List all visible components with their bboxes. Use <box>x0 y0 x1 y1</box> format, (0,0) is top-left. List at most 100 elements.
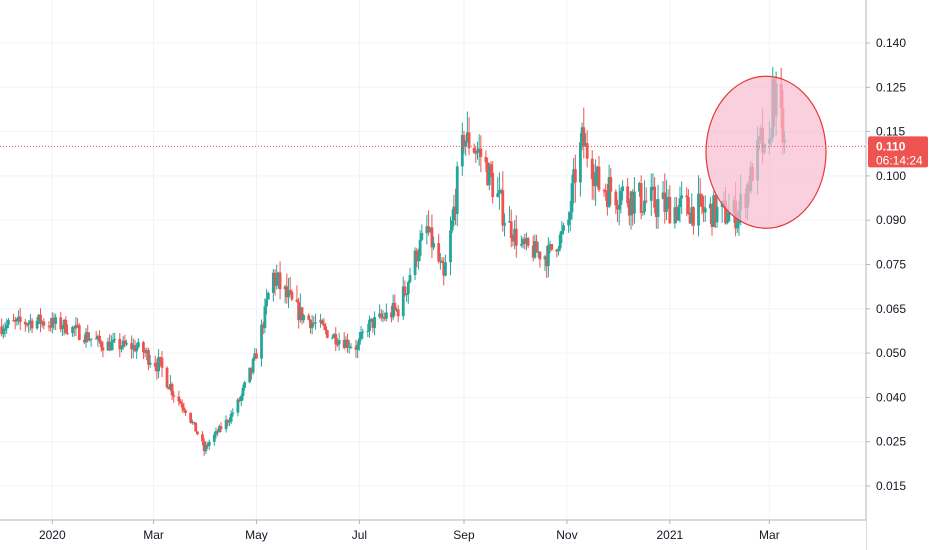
candle-body <box>123 340 127 345</box>
price-axis: 0.140 0.125 0.115 0.100 0.090 0.075 0.065 0.050… <box>865 0 932 550</box>
candle-body <box>177 396 181 402</box>
candle-body <box>18 316 22 322</box>
candle-body <box>651 186 655 188</box>
candle-body <box>590 158 594 180</box>
candle-body <box>61 328 64 330</box>
candle-body <box>342 339 346 348</box>
candle-body <box>390 312 393 318</box>
candle-body <box>427 226 430 232</box>
candle-body <box>111 339 115 343</box>
candle-body <box>194 422 198 432</box>
candle-body <box>641 211 645 213</box>
candle-body <box>703 208 707 213</box>
candle-body <box>519 244 523 246</box>
candle-body <box>464 141 468 147</box>
candle-body <box>66 332 69 334</box>
candle-body <box>408 275 412 282</box>
candle-body <box>602 190 606 192</box>
candle-body <box>196 431 199 435</box>
candle-body <box>314 322 317 324</box>
candle-body <box>585 143 589 159</box>
candle-body <box>298 307 302 321</box>
candle-body <box>136 342 140 348</box>
candle-body <box>1 330 5 335</box>
candle-body <box>182 407 186 411</box>
candle-body <box>369 318 373 320</box>
candle-body <box>653 186 657 208</box>
candle-body <box>130 343 134 350</box>
candle-body <box>727 212 731 222</box>
candle-body <box>25 324 29 326</box>
candle-body <box>725 221 729 224</box>
candle-body <box>217 426 221 433</box>
candle-body <box>555 249 559 252</box>
candle-body <box>476 150 479 153</box>
candle-body <box>479 148 483 157</box>
candle-body <box>643 200 646 212</box>
candle-body <box>465 132 469 142</box>
candle-body <box>680 195 684 199</box>
candle-body <box>344 339 348 348</box>
candle-body <box>201 434 204 442</box>
candle-body <box>248 367 252 383</box>
candle-body <box>5 324 9 329</box>
price-tick-label: 0.015 <box>876 479 906 493</box>
candle-body <box>686 197 690 215</box>
candle-body <box>189 412 193 423</box>
candle-body <box>688 214 692 224</box>
candle-body <box>545 256 549 267</box>
candle-body <box>324 326 328 331</box>
candle-body <box>715 206 719 223</box>
candle-body <box>533 241 537 258</box>
candle-body <box>678 198 682 208</box>
candle-body <box>401 286 405 317</box>
candle-body <box>74 324 78 329</box>
candle-body <box>437 243 441 262</box>
candle-body <box>418 239 422 256</box>
candle-body <box>697 193 700 226</box>
candle-body <box>621 186 624 192</box>
candle-body <box>180 403 184 408</box>
candle-body <box>39 314 42 325</box>
candle-body <box>297 301 301 321</box>
candle-body <box>644 200 648 202</box>
price-tick-label: 0.040 <box>876 390 906 404</box>
candle-body <box>192 421 196 423</box>
candle-body <box>359 332 363 339</box>
candle-body <box>449 230 452 263</box>
candle-body <box>444 262 447 276</box>
candle-body <box>231 412 235 414</box>
candle-body <box>663 192 667 212</box>
candle-body <box>649 187 653 201</box>
candle-body <box>145 350 149 353</box>
candle-body <box>415 250 419 262</box>
candle-body <box>499 190 503 192</box>
candle-body <box>278 272 282 290</box>
candle-body <box>158 356 162 358</box>
candle-body <box>525 238 528 244</box>
candle-body <box>685 195 689 198</box>
candle-body <box>153 362 157 367</box>
candle-body <box>165 367 169 388</box>
candle-body <box>579 142 582 183</box>
candle-body <box>346 339 349 348</box>
candle-body <box>371 318 375 328</box>
candle-body <box>631 191 635 214</box>
candle-body <box>573 169 577 183</box>
candle-body <box>249 367 253 373</box>
candle-body <box>676 207 680 221</box>
candle-body <box>288 290 292 292</box>
candle-body <box>94 338 98 340</box>
candle-body <box>627 203 631 216</box>
candle-body <box>614 191 618 206</box>
time-tick-label: Mar <box>143 528 164 542</box>
candle-body <box>462 135 466 147</box>
candle-body <box>312 322 316 324</box>
candle-body <box>638 183 641 192</box>
candle-body <box>347 346 351 348</box>
candle-body <box>334 334 338 345</box>
candle-body <box>580 127 584 143</box>
candle-body <box>157 356 161 372</box>
candle-body <box>724 200 727 224</box>
